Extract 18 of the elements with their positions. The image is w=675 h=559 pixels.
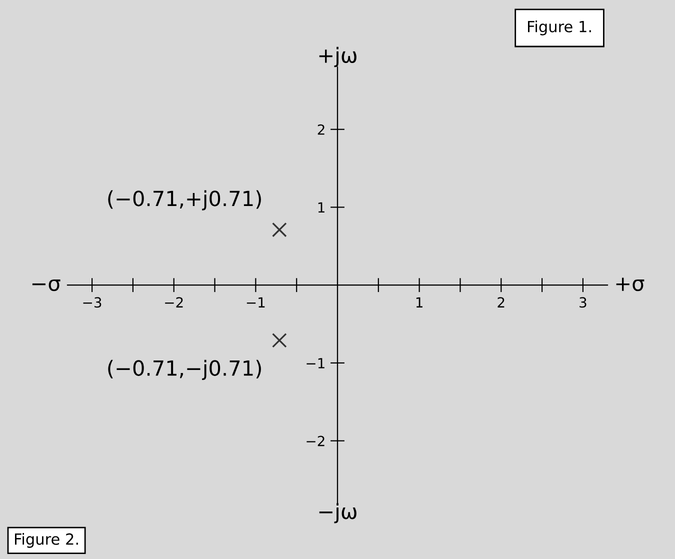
x-axis-title: +σ xyxy=(616,278,644,292)
annotation: (−0.71,+j0.71) xyxy=(108,190,261,210)
y-tick-label: −2 xyxy=(306,436,324,446)
caption: Figure 1. xyxy=(528,20,591,36)
annotation: (−0.71,−j0.71) xyxy=(108,360,261,380)
y-tick-label: 2 xyxy=(318,124,324,135)
x-tick-label: −1 xyxy=(246,297,265,308)
x-tick-label: 2 xyxy=(498,297,504,308)
x-tick-label: −3 xyxy=(83,297,102,308)
x-tick-label: −2 xyxy=(165,297,183,308)
caption: Figure 2. xyxy=(15,533,78,548)
y-axis-title: +jω xyxy=(319,46,356,68)
y-tick-label: −1 xyxy=(306,358,324,368)
text: −jω xyxy=(319,503,356,524)
y-tick-label: 1 xyxy=(318,202,324,213)
text: −σ xyxy=(32,279,60,292)
x-tick-label: 1 xyxy=(416,297,422,308)
x-tick-label: 3 xyxy=(580,297,586,308)
